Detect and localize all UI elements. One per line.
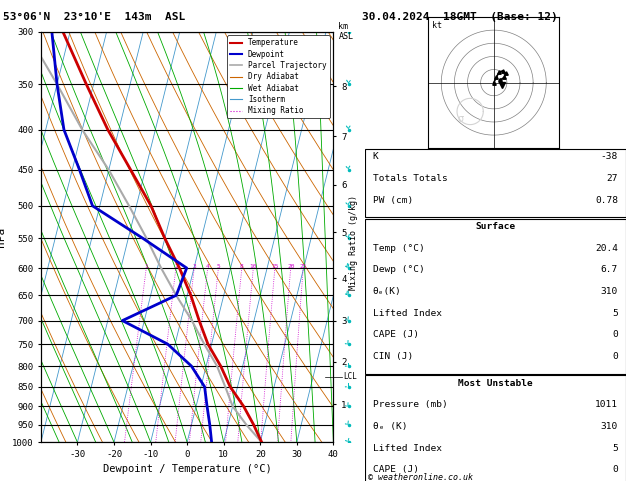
Text: 53°06'N  23°10'E  143m  ASL: 53°06'N 23°10'E 143m ASL bbox=[3, 12, 186, 22]
Text: Surface: Surface bbox=[476, 222, 515, 231]
Text: Most Unstable: Most Unstable bbox=[458, 379, 533, 388]
Text: 0: 0 bbox=[612, 330, 618, 339]
Text: LCL: LCL bbox=[343, 372, 357, 381]
Text: km
ASL: km ASL bbox=[338, 22, 353, 41]
X-axis label: Dewpoint / Temperature (°C): Dewpoint / Temperature (°C) bbox=[103, 465, 272, 474]
Text: 5: 5 bbox=[612, 309, 618, 318]
Text: K: K bbox=[372, 152, 379, 161]
Bar bbox=[365, 375, 626, 486]
Text: CAPE (J): CAPE (J) bbox=[372, 330, 419, 339]
Bar bbox=[365, 219, 626, 374]
Text: Lifted Index: Lifted Index bbox=[372, 444, 442, 452]
Text: 20.4: 20.4 bbox=[595, 244, 618, 253]
Text: Lifted Index: Lifted Index bbox=[372, 309, 442, 318]
Text: 3: 3 bbox=[192, 264, 196, 269]
Text: Totals Totals: Totals Totals bbox=[372, 174, 447, 183]
Text: © weatheronline.co.uk: © weatheronline.co.uk bbox=[368, 473, 473, 482]
Text: Dewp (°C): Dewp (°C) bbox=[372, 265, 425, 275]
Text: 5: 5 bbox=[216, 264, 220, 269]
Text: 0: 0 bbox=[612, 352, 618, 361]
Bar bbox=[365, 149, 626, 217]
Text: 15: 15 bbox=[271, 264, 279, 269]
Text: 1011: 1011 bbox=[595, 400, 618, 409]
Text: Pressure (mb): Pressure (mb) bbox=[372, 400, 447, 409]
Text: 310: 310 bbox=[601, 422, 618, 431]
Text: 25: 25 bbox=[299, 264, 307, 269]
Text: CIN (J): CIN (J) bbox=[372, 352, 413, 361]
Text: 0.78: 0.78 bbox=[595, 195, 618, 205]
Legend: Temperature, Dewpoint, Parcel Trajectory, Dry Adiabat, Wet Adiabat, Isotherm, Mi: Temperature, Dewpoint, Parcel Trajectory… bbox=[227, 35, 330, 118]
Text: 20: 20 bbox=[287, 264, 294, 269]
Text: kt: kt bbox=[432, 20, 442, 30]
Text: CAPE (J): CAPE (J) bbox=[372, 465, 419, 474]
Text: θₑ (K): θₑ (K) bbox=[372, 422, 407, 431]
Text: -38: -38 bbox=[601, 152, 618, 161]
Text: Mixing Ratio (g/kg): Mixing Ratio (g/kg) bbox=[349, 195, 358, 291]
Text: 8: 8 bbox=[240, 264, 244, 269]
Text: θₑ(K): θₑ(K) bbox=[372, 287, 401, 296]
Text: σ: σ bbox=[457, 114, 463, 124]
Text: 4: 4 bbox=[206, 264, 209, 269]
Text: 27: 27 bbox=[606, 174, 618, 183]
Text: 310: 310 bbox=[601, 287, 618, 296]
Text: 30.04.2024  18GMT  (Base: 12): 30.04.2024 18GMT (Base: 12) bbox=[362, 12, 557, 22]
Text: PW (cm): PW (cm) bbox=[372, 195, 413, 205]
Y-axis label: hPa: hPa bbox=[0, 227, 6, 247]
Text: 2: 2 bbox=[174, 264, 178, 269]
Text: 1: 1 bbox=[145, 264, 148, 269]
Text: 5: 5 bbox=[612, 444, 618, 452]
Text: 10: 10 bbox=[250, 264, 257, 269]
Text: Temp (°C): Temp (°C) bbox=[372, 244, 425, 253]
Text: 6.7: 6.7 bbox=[601, 265, 618, 275]
Text: 0: 0 bbox=[612, 465, 618, 474]
